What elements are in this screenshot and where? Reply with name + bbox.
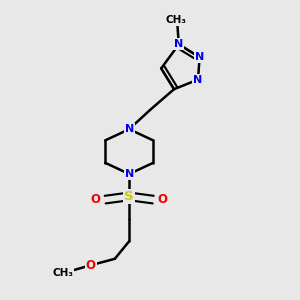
Text: O: O	[158, 193, 168, 206]
Text: N: N	[174, 39, 183, 50]
Text: CH₃: CH₃	[52, 268, 73, 278]
Text: O: O	[86, 259, 96, 272]
Text: N: N	[124, 169, 134, 179]
Text: N: N	[124, 124, 134, 134]
Text: S: S	[124, 190, 134, 203]
Text: O: O	[91, 193, 100, 206]
Text: CH₃: CH₃	[165, 15, 186, 26]
Text: N: N	[194, 75, 202, 85]
Text: N: N	[195, 52, 204, 62]
